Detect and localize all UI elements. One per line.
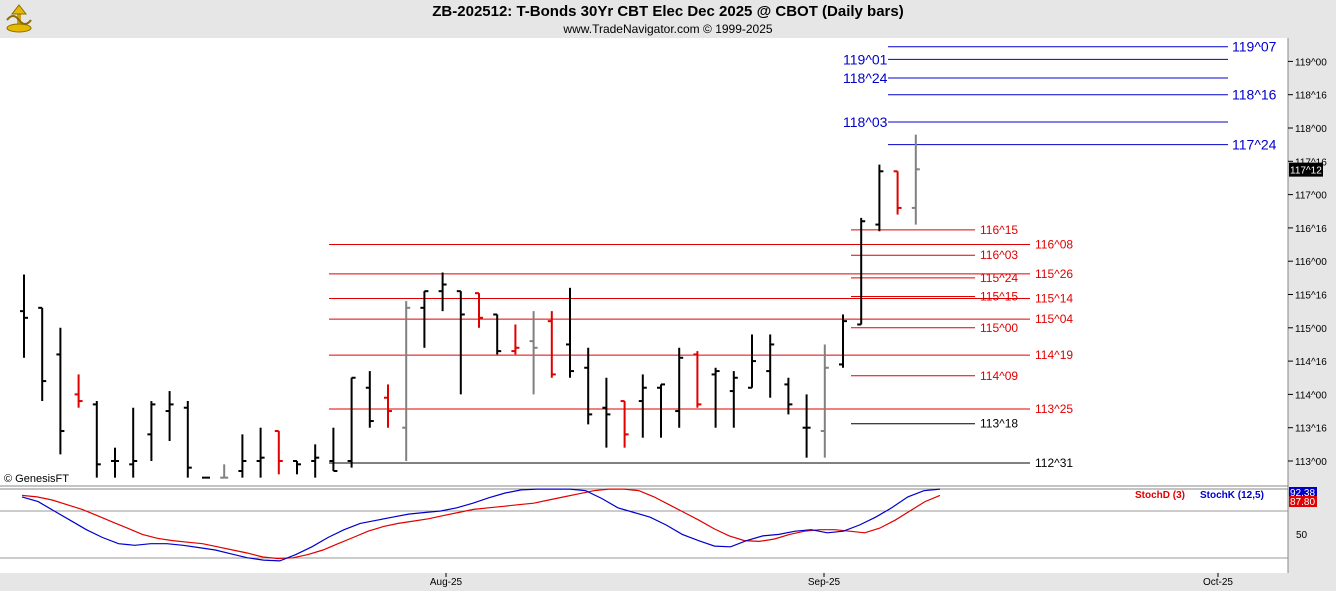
trade-navigator-logo-icon xyxy=(4,4,34,34)
red-level-label: 116^08 xyxy=(1035,238,1073,252)
price-axis-panel xyxy=(1288,38,1336,591)
red-level-label: 115^04 xyxy=(1035,312,1073,326)
price-axis-tick-label: 113^16 xyxy=(1295,424,1327,435)
stoch-d-value-tag xyxy=(1289,496,1317,507)
red-level-label: 115^26 xyxy=(1035,267,1073,281)
time-axis-label: Aug-25 xyxy=(430,577,463,588)
price-axis-tick-label: 114^00 xyxy=(1295,390,1327,401)
price-axis-tick-label: 114^16 xyxy=(1295,357,1327,368)
red-level-label: 115^00 xyxy=(980,321,1018,335)
time-axis-label: Oct-25 xyxy=(1203,577,1233,588)
price-axis-tick-label: 119^00 xyxy=(1295,57,1327,68)
price-axis-tick-label: 117^00 xyxy=(1295,191,1327,202)
price-axis-tick-label: 118^16 xyxy=(1295,91,1327,102)
black-level-label: 113^18 xyxy=(980,417,1018,431)
price-axis-tick-label: 116^16 xyxy=(1295,224,1327,235)
genesis-watermark: © GenesisFT xyxy=(4,473,69,485)
stoch-k-value-tag xyxy=(1289,487,1317,497)
stochastic-grid xyxy=(0,510,1288,559)
red-level-label: 114^19 xyxy=(1035,348,1073,362)
chart-subtitle: www.TradeNavigator.com © 1999-2025 xyxy=(563,22,773,36)
price-chart[interactable]: 119^07 119^01 118^24 118^16 118^03 117^24 116^… xyxy=(0,38,1336,591)
red-level-label: 115^14 xyxy=(1035,291,1073,305)
stoch-axis-label: 50 xyxy=(1296,530,1308,541)
time-axis-label: Sep-25 xyxy=(808,577,841,588)
stoch-k-line xyxy=(21,488,941,562)
blue-level-label: 119^01 xyxy=(843,51,888,67)
red-level-label: 116^15 xyxy=(980,223,1018,237)
chart-title: ZB-202512: T-Bonds 30Yr CBT Elec Dec 202… xyxy=(432,3,904,20)
last-price-tag xyxy=(1289,162,1323,177)
red-level-label: 113^25 xyxy=(1035,402,1073,416)
price-axis-tick-label: 118^00 xyxy=(1295,124,1327,135)
stoch-k-value: 92.38 xyxy=(1290,488,1315,499)
time-axis-panel xyxy=(0,573,1336,591)
red-level-label: 115^24 xyxy=(980,271,1018,285)
stoch-d-value: 87.80 xyxy=(1290,497,1315,508)
red-level-label: 116^03 xyxy=(980,248,1018,262)
blue-level-label: 117^24 xyxy=(1232,137,1277,153)
black-level-label: 112^31 xyxy=(1035,456,1073,470)
red-level-label: 115^15 xyxy=(980,289,1018,303)
price-axis-tick-label: 115^16 xyxy=(1295,291,1327,302)
price-axis-tick-label: 115^00 xyxy=(1295,324,1327,335)
last-price-label: 117^12 xyxy=(1290,166,1322,177)
red-level-label: 114^09 xyxy=(980,369,1018,383)
blue-level-label: 118^03 xyxy=(843,114,888,130)
stoch-d-line xyxy=(21,488,941,560)
blue-level-label: 119^07 xyxy=(1232,39,1277,55)
price-axis-tick-label: 116^00 xyxy=(1295,257,1327,268)
stoch-d-legend: StochD (3) xyxy=(1135,490,1185,501)
blue-level-label: 118^16 xyxy=(1232,87,1277,103)
chart-header: ZB-202512: T-Bonds 30Yr CBT Elec Dec 202… xyxy=(0,0,1336,38)
price-axis-tick-label: 113^00 xyxy=(1295,457,1327,468)
stoch-k-legend: StochK (12,5) xyxy=(1200,490,1264,501)
blue-level-label: 118^24 xyxy=(843,70,888,86)
